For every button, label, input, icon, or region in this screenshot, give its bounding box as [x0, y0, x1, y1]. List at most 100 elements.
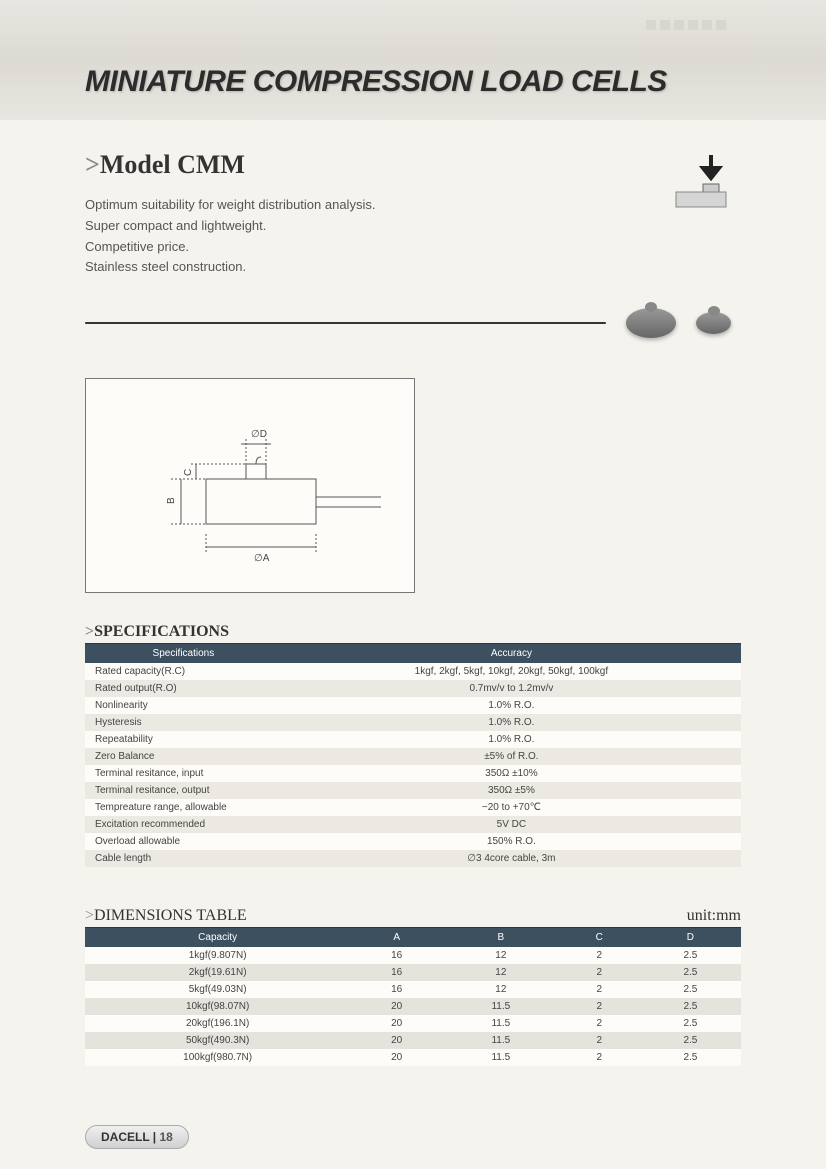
- dim-cell-b: 12: [443, 947, 559, 964]
- dim-cell-d: 2.5: [640, 1049, 741, 1066]
- spec-value: 350Ω ±10%: [282, 765, 741, 782]
- spec-value: ∅3 4core cable, 3m: [282, 850, 741, 867]
- dim-cell-b: 12: [443, 964, 559, 981]
- table-row: Rated output(R.O)0.7mv/v to 1.2mv/v: [85, 680, 741, 697]
- dim-cell-b: 11.5: [443, 998, 559, 1015]
- spec-label: Rated output(R.O): [85, 680, 282, 697]
- spec-label: Excitation recommended: [85, 816, 282, 833]
- table-row: Terminal resitance, input350Ω ±10%: [85, 765, 741, 782]
- dim-cell-a: 20: [350, 998, 443, 1015]
- dim-cell-a: 20: [350, 1049, 443, 1066]
- dim-cell-c: 2: [559, 947, 640, 964]
- desc-line: Competitive price.: [85, 237, 541, 258]
- dim-cell-b: 11.5: [443, 1032, 559, 1049]
- dim-cell-c: 2: [559, 981, 640, 998]
- dimensions-heading-row: >DIMENSIONS TABLE unit:mm: [85, 907, 741, 928]
- table-row: Zero Balance±5% of R.O.: [85, 748, 741, 765]
- table-row: Excitation recommended5V DC: [85, 816, 741, 833]
- spec-value: 350Ω ±5%: [282, 782, 741, 799]
- dim-cell-b: 11.5: [443, 1049, 559, 1066]
- spec-value: ±5% of R.O.: [282, 748, 741, 765]
- spec-value: 1.0% R.O.: [282, 731, 741, 748]
- specifications-table: Specifications Accuracy Rated capacity(R…: [85, 644, 741, 867]
- dim-cell-c: 2: [559, 1032, 640, 1049]
- dim-header-b: B: [443, 928, 559, 947]
- dim-cell-a: 16: [350, 981, 443, 998]
- table-row: 20kgf(196.1N)2011.522.5: [85, 1015, 741, 1032]
- table-row: Terminal resitance, output350Ω ±5%: [85, 782, 741, 799]
- spec-label: Repeatability: [85, 731, 282, 748]
- dim-cell-a: 16: [350, 947, 443, 964]
- spec-header-col2: Accuracy: [282, 644, 741, 663]
- dim-header-c: C: [559, 928, 640, 947]
- model-name: Model CMM: [100, 150, 245, 179]
- dim-cell-b: 12: [443, 981, 559, 998]
- table-row: 2kgf(19.61N)161222.5: [85, 964, 741, 981]
- spec-value: −20 to +70℃: [282, 799, 741, 816]
- page-title: MINIATURE COMPRESSION LOAD CELLS: [85, 65, 786, 99]
- dim-cell-d: 2.5: [640, 1015, 741, 1032]
- desc-line: Stainless steel construction.: [85, 257, 541, 278]
- dim-cell-c: 2: [559, 964, 640, 981]
- spec-label: Cable length: [85, 850, 282, 867]
- desc-line: Optimum suitability for weight distribut…: [85, 195, 541, 216]
- spec-value: 1.0% R.O.: [282, 714, 741, 731]
- dim-header-capacity: Capacity: [85, 928, 350, 947]
- dimensions-unit: unit:mm: [687, 907, 741, 925]
- drawing-label-b: B: [166, 497, 177, 504]
- desc-line: Super compact and lightweight.: [85, 216, 541, 237]
- table-row: Rated capacity(R.C)1kgf, 2kgf, 5kgf, 10k…: [85, 663, 741, 680]
- spec-value: 5V DC: [282, 816, 741, 833]
- footer-brand: DACELL: [101, 1130, 149, 1144]
- table-row: 1kgf(9.807N)161222.5: [85, 947, 741, 964]
- spec-label: Overload allowable: [85, 833, 282, 850]
- product-photo: [85, 308, 741, 338]
- table-row: Tempreature range, allowable−20 to +70℃: [85, 799, 741, 816]
- spec-label: Tempreature range, allowable: [85, 799, 282, 816]
- model-header: >Model CMM Optimum suitability for weigh…: [85, 150, 741, 278]
- table-row: 10kgf(98.07N)2011.522.5: [85, 998, 741, 1015]
- dim-cell-d: 2.5: [640, 964, 741, 981]
- spec-header-col1: Specifications: [85, 644, 282, 663]
- drawing-label-c: C: [183, 469, 194, 476]
- load-cell-small: [696, 312, 731, 334]
- dim-cell-d: 2.5: [640, 998, 741, 1015]
- footer-badge: DACELL | 18: [85, 1125, 189, 1149]
- dim-cell-c: 2: [559, 998, 640, 1015]
- drawing-label-d: ∅D: [251, 429, 267, 440]
- main-content: >Model CMM Optimum suitability for weigh…: [0, 120, 826, 1086]
- dimensions-table: Capacity A B C D 1kgf(9.807N)161222.52kg…: [85, 928, 741, 1066]
- spec-label: Nonlinearity: [85, 697, 282, 714]
- specifications-heading: >SPECIFICATIONS: [85, 623, 741, 644]
- model-prefix: >: [85, 150, 100, 179]
- spec-value: 1.0% R.O.: [282, 697, 741, 714]
- dim-cell-a: 20: [350, 1032, 443, 1049]
- drawing-label-a: ∅A: [254, 553, 270, 564]
- dim-cell-a: 16: [350, 964, 443, 981]
- technical-drawing: ∅D B C ∅A: [85, 378, 415, 593]
- compression-icon: [661, 150, 731, 225]
- table-row: Hysteresis1.0% R.O.: [85, 714, 741, 731]
- dimensions-heading: >DIMENSIONS TABLE: [85, 907, 247, 925]
- spec-label: Rated capacity(R.C): [85, 663, 282, 680]
- spec-label: Zero Balance: [85, 748, 282, 765]
- table-row: 100kgf(980.7N)2011.522.5: [85, 1049, 741, 1066]
- dim-title: DIMENSIONS TABLE: [94, 907, 247, 924]
- model-description: Optimum suitability for weight distribut…: [85, 195, 541, 278]
- dim-cell-d: 2.5: [640, 1032, 741, 1049]
- spec-title: SPECIFICATIONS: [94, 623, 229, 640]
- dim-cell-c: 2: [559, 1049, 640, 1066]
- spec-label: Terminal resitance, output: [85, 782, 282, 799]
- dim-header-d: D: [640, 928, 741, 947]
- dim-cell-capacity: 20kgf(196.1N): [85, 1015, 350, 1032]
- dim-cell-capacity: 2kgf(19.61N): [85, 964, 350, 981]
- table-row: Cable length∅3 4core cable, 3m: [85, 850, 741, 867]
- spec-prefix: >: [85, 623, 94, 640]
- spec-label: Terminal resitance, input: [85, 765, 282, 782]
- spec-value: 1kgf, 2kgf, 5kgf, 10kgf, 20kgf, 50kgf, 1…: [282, 663, 741, 680]
- dim-cell-a: 20: [350, 1015, 443, 1032]
- load-cell-large: [626, 308, 676, 338]
- dim-cell-capacity: 50kgf(490.3N): [85, 1032, 350, 1049]
- spec-value: 150% R.O.: [282, 833, 741, 850]
- table-row: 5kgf(49.03N)161222.5: [85, 981, 741, 998]
